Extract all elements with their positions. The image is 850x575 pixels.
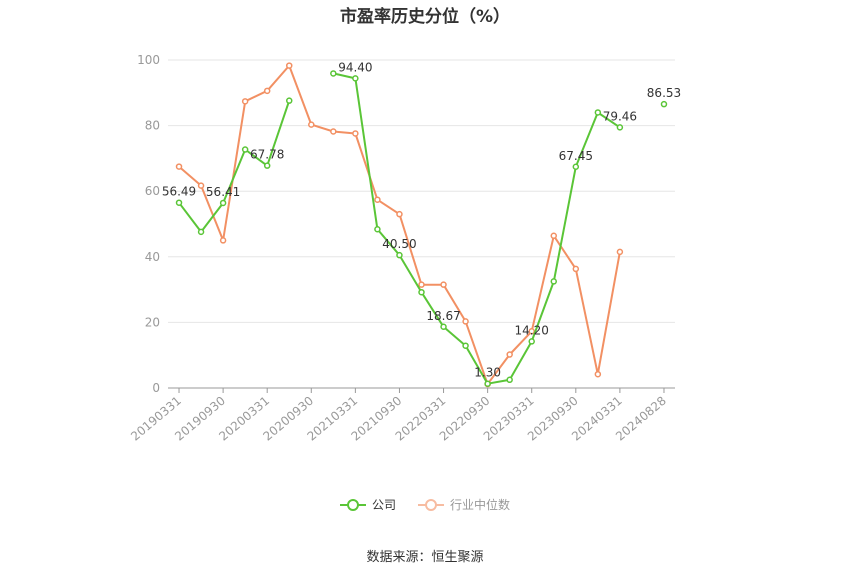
legend-item-industry[interactable]: 行业中位数 <box>418 496 510 513</box>
company-point <box>241 146 249 153</box>
industry-point <box>263 87 271 95</box>
industry-point <box>374 196 381 203</box>
y-tick-label: 0 <box>152 381 160 395</box>
industry-point <box>616 248 624 256</box>
industry-point <box>418 281 425 288</box>
legend-company-label: 公司 <box>371 498 396 512</box>
company-point <box>263 162 271 169</box>
industry-point <box>330 128 337 135</box>
company-point <box>462 342 469 349</box>
industry-point <box>219 237 227 244</box>
data-label: 94.40 <box>338 60 372 74</box>
legend: 公司 行业中位数 <box>0 496 850 513</box>
data-label: 56.49 <box>162 185 196 199</box>
y-tick-label: 100 <box>137 53 160 67</box>
industry-point <box>197 182 205 189</box>
series <box>175 62 668 388</box>
data-label: 40.50 <box>382 237 416 251</box>
company-point <box>219 199 227 207</box>
industry-point <box>285 62 293 69</box>
legend-company-marker-icon <box>339 498 366 512</box>
legend-industry-label: 行业中位数 <box>450 498 511 512</box>
legend-industry-marker-icon <box>418 498 444 512</box>
data-label: 86.53 <box>647 86 681 100</box>
industry-point <box>550 232 558 240</box>
company-point <box>528 338 535 345</box>
industry-point <box>462 318 469 325</box>
company-point <box>197 228 205 236</box>
y-tick-label: 40 <box>145 250 160 264</box>
grid-lines <box>168 59 675 323</box>
data-label: 56.41 <box>206 185 240 199</box>
industry-point <box>308 121 315 128</box>
source-note: 数据来源：恒生聚源 <box>366 550 484 565</box>
company-point <box>352 75 359 82</box>
company-point <box>175 199 183 206</box>
y-tick-label: 20 <box>145 315 160 329</box>
company-point <box>285 97 293 104</box>
company-point <box>418 288 425 296</box>
company-point <box>572 163 580 171</box>
y-tick-label: 60 <box>145 184 160 198</box>
data-label: 67.45 <box>559 149 593 163</box>
company-point <box>660 100 668 108</box>
data-label: 14.20 <box>515 323 549 337</box>
industry-point <box>440 281 447 288</box>
industry-point <box>352 130 359 137</box>
chart-title: 市盈率历史分位（%） <box>339 7 511 27</box>
company-point <box>550 278 558 285</box>
industry-point <box>594 370 602 378</box>
data-labels: 56.49 56.41 67.78 94.40 40.50 18.67 1.30 14.20 6… <box>162 60 681 379</box>
company-point <box>330 70 337 77</box>
company-point <box>374 225 381 233</box>
legend-item-company[interactable]: 公司 <box>339 496 396 513</box>
company-point <box>594 109 602 116</box>
industry-point <box>175 163 183 170</box>
company-point <box>506 376 513 384</box>
industry-point <box>528 328 535 335</box>
company-point <box>440 323 447 331</box>
industry-point <box>241 98 249 105</box>
industry-point <box>396 210 403 218</box>
data-label: 79.46 <box>603 109 637 123</box>
data-label: 18.67 <box>426 309 460 323</box>
data-label: 1.30 <box>474 366 501 380</box>
industry-series-line <box>178 64 621 386</box>
data-label: 67.78 <box>250 148 284 162</box>
company-point <box>616 124 624 131</box>
y-tick-label: 80 <box>145 119 160 133</box>
company-point <box>396 251 403 259</box>
industry-point <box>506 351 513 358</box>
industry-point <box>572 265 580 273</box>
company-series-line <box>179 73 664 383</box>
company-point <box>484 380 491 387</box>
